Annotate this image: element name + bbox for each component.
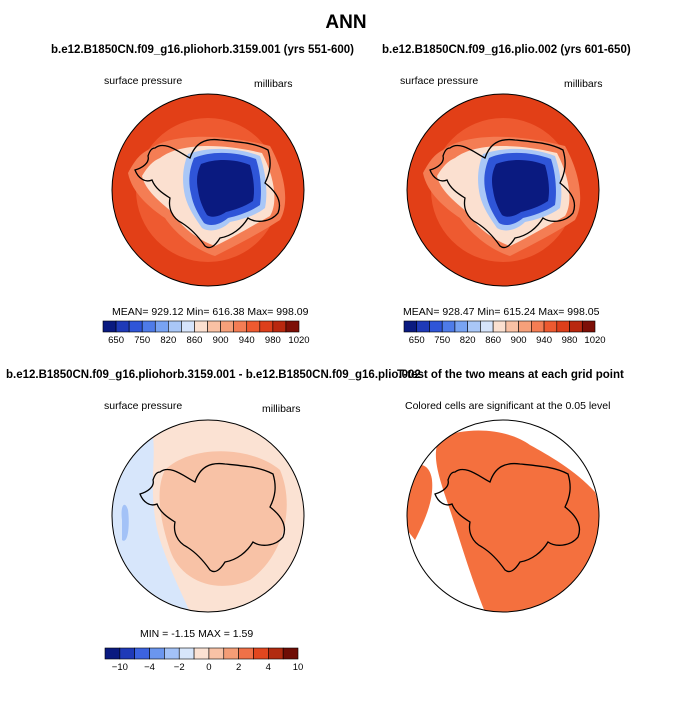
map-bl — [112, 420, 304, 612]
colorbar-tl-box-13 — [272, 320, 287, 333]
colorbar-tl-tick-label: 860 — [187, 335, 203, 346]
stats-bl: MIN = -1.15 MAX = 1.59 — [140, 628, 254, 640]
colorbar-tr-box-13 — [569, 320, 583, 333]
colorbar-bl-box-12 — [282, 647, 299, 660]
colorbar-tr-box-7 — [492, 320, 507, 333]
colorbar-tl-box-11 — [246, 320, 261, 333]
colorbar-bl-tick-label: −10 — [112, 662, 128, 673]
colorbar-tr-box-6 — [480, 320, 494, 333]
colorbar-tl-box-10 — [233, 320, 248, 333]
colorbar-tl-box-14 — [285, 320, 300, 333]
colorbar-bl-box-0 — [104, 647, 121, 660]
colorbar-tr-box-9 — [518, 320, 532, 333]
map-border-br — [406, 419, 600, 613]
colorbar-tl-box-5 — [168, 320, 182, 333]
colorbar-tl-box-12 — [259, 320, 274, 333]
colorbar-tr: 650 750 820 860 900 940 980 1020 — [403, 320, 606, 346]
colorbar-tl-tick-label: 940 — [239, 335, 255, 346]
map-border-tl — [111, 93, 305, 287]
figure-title: ANN — [325, 12, 367, 33]
colorbar-bl-tick-label: 4 — [266, 662, 271, 673]
colorbar-bl-box-5 — [178, 647, 195, 660]
colorbar-tr-tick-label: 900 — [511, 335, 527, 346]
colorbar-tr-tick-label: 750 — [434, 335, 450, 346]
colorbar-bl-box-3 — [149, 647, 165, 660]
colorbar-bl-tick-label: −2 — [174, 662, 185, 673]
colorbar-bl: −10 −4 −2 0 2 4 10 — [104, 647, 304, 673]
colorbar-tr-box-11 — [543, 320, 558, 333]
colorbar-tl-tick-label: 650 — [108, 335, 124, 346]
colorbar-tl-box-6 — [181, 320, 195, 333]
map-tl — [112, 94, 304, 286]
colorbar-tr-box-12 — [556, 320, 570, 333]
colorbar-tl: 650 750 820 860 900 940 980 1020 — [102, 320, 310, 346]
map-border-bl — [111, 419, 305, 613]
colorbar-bl-tick-label: −4 — [144, 662, 155, 673]
colorbar-tl-box-8 — [207, 320, 221, 333]
colorbar-bl-box-4 — [164, 647, 180, 660]
colorbar-bl-tick-label: 2 — [236, 662, 241, 673]
map-tr — [407, 94, 599, 286]
colorbar-tl-tick-label: 980 — [265, 335, 281, 346]
units-label-tr: millibars — [564, 78, 603, 90]
colorbar-tl-box-2 — [128, 320, 143, 333]
colorbar-bl-box-11 — [268, 647, 284, 660]
colorbar-tr-box-2 — [429, 320, 443, 333]
colorbar-bl-box-1 — [119, 647, 135, 660]
colorbar-bl-box-2 — [134, 647, 150, 660]
panel-title-tl: b.e12.B1850CN.f09_g16.pliohorb.3159.001 … — [51, 44, 354, 56]
colorbar-tl-box-3 — [141, 320, 156, 333]
stats-tr: MEAN= 928.47 Min= 615.24 Max= 998.05 — [403, 306, 600, 318]
colorbar-tr-tick-label: 820 — [460, 335, 476, 346]
colorbar-tl-box-9 — [220, 320, 234, 333]
colorbar-bl-box-10 — [253, 647, 269, 660]
stats-tl: MEAN= 929.12 Min= 616.38 Max= 998.09 — [112, 306, 309, 318]
colorbar-bl-box-6 — [193, 647, 210, 660]
colorbar-bl-box-7 — [208, 647, 225, 660]
colorbar-tl-box-0 — [102, 320, 117, 333]
colorbar-tr-tick-label: 1020 — [584, 335, 605, 346]
colorbar-tl-tick-label: 820 — [160, 335, 176, 346]
colorbar-tr-tick-label: 940 — [536, 335, 552, 346]
map-br — [407, 420, 599, 612]
colorbar-tl-tick-label: 1020 — [288, 335, 309, 346]
units-label-tl: millibars — [254, 78, 293, 90]
colorbar-tl-box-7 — [194, 320, 208, 333]
colorbar-bl-box-9 — [238, 647, 254, 660]
panel-title-br: T-test of the two means at each grid poi… — [397, 369, 624, 381]
units-label-bl: millibars — [262, 403, 301, 415]
colorbar-tl-tick-label: 750 — [134, 335, 150, 346]
subtitle-br: Colored cells are significant at the 0.0… — [405, 400, 611, 412]
colorbar-tr-box-8 — [505, 320, 519, 333]
colorbar-tr-box-10 — [531, 320, 545, 333]
colorbar-tr-tick-label: 980 — [562, 335, 578, 346]
colorbar-tl-box-1 — [115, 320, 130, 333]
colorbar-tr-box-14 — [581, 320, 596, 333]
colorbar-tr-box-4 — [454, 320, 468, 333]
variable-label-tr: surface pressure — [400, 75, 479, 87]
colorbar-bl-box-8 — [223, 647, 239, 660]
colorbar-tl-tick-label: 900 — [213, 335, 229, 346]
colorbar-tl-box-4 — [154, 320, 169, 333]
colorbar-tr-box-1 — [416, 320, 430, 333]
colorbar-tr-tick-label: 650 — [409, 335, 425, 346]
colorbar-bl-tick-label: 10 — [293, 662, 304, 673]
panel-title-bl: b.e12.B1850CN.f09_g16.pliohorb.3159.001 … — [6, 369, 421, 381]
colorbar-tr-box-0 — [403, 320, 418, 333]
colorbar-tr-box-3 — [441, 320, 456, 333]
map-border-tr — [406, 93, 600, 287]
variable-label-bl: surface pressure — [104, 400, 183, 412]
colorbar-tr-tick-label: 860 — [485, 335, 501, 346]
colorbar-tr-box-5 — [467, 320, 481, 333]
variable-label-tl: surface pressure — [104, 75, 183, 87]
panel-title-tr: b.e12.B1850CN.f09_g16.plio.002 (yrs 601-… — [382, 44, 631, 56]
colorbar-bl-tick-label: 0 — [206, 662, 211, 673]
